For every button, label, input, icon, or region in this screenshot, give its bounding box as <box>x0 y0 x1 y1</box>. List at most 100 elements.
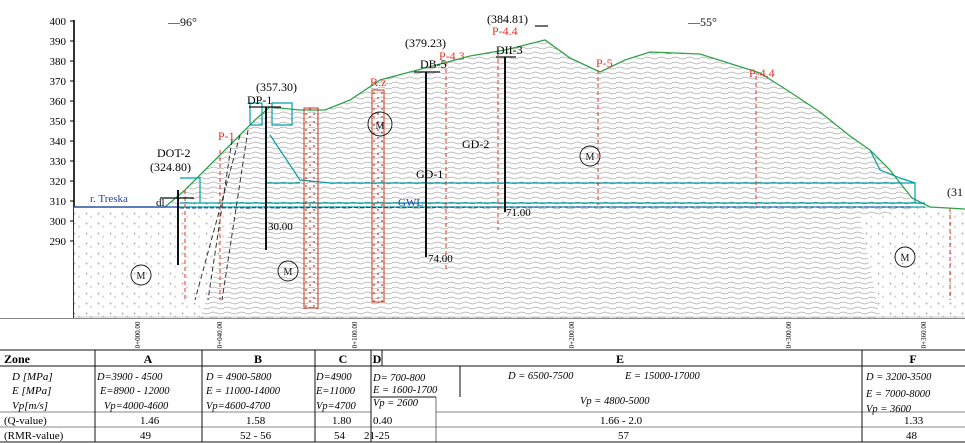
dot2-name: DOT-2 <box>157 146 191 160</box>
seismic-profiles <box>184 52 951 300</box>
elevation-tick-label: 320 <box>50 176 67 188</box>
elevation-tick-label: 330 <box>50 156 67 168</box>
ground-surface <box>74 39 965 210</box>
elevation-tick-label: 340 <box>50 136 67 148</box>
station-3: 0+100.00 <box>351 321 359 348</box>
elevation-tick-label: 390 <box>50 36 67 48</box>
rock-parameter-table: 0+000.00 0+040.00 0+100.00 0+200.00 0+30… <box>0 318 965 443</box>
row-label-d: D [MPa] <box>11 371 53 383</box>
profile-p43-label: P-4.3 <box>439 49 465 63</box>
m-marker-5: M <box>901 253 910 264</box>
elevation-tick-label: 380 <box>50 56 67 68</box>
geological-cross-section: + ^ 400390380370360350340330320310300290… <box>50 12 965 318</box>
crushed-zone-d <box>371 89 385 303</box>
gwl-label: GWL <box>398 197 423 209</box>
zone-c-d: D=4900 <box>315 372 352 383</box>
zone-a-q: 1.46 <box>140 415 160 427</box>
station-2: 0+040.00 <box>216 321 224 348</box>
rock-mass-body <box>74 40 965 318</box>
zone-f-e: E = 7000-8000 <box>865 389 931 400</box>
dii3-elev: (384.81) <box>487 12 528 26</box>
gd1-label: GD-1 <box>416 167 443 181</box>
elevation-axis-labels: 400 390 380 370 360 350 340 330 320 310 300 290 <box>50 16 67 248</box>
m-marker-1: M <box>137 271 146 282</box>
zone-b-vp: Vp=4600-4700 <box>206 401 271 412</box>
zone-f-header: F <box>909 352 916 366</box>
zone-d-rmr: 21-25 <box>364 430 390 442</box>
zone-c-header: C <box>339 352 348 366</box>
zone-e-rmr: 57 <box>618 430 630 442</box>
zone-e-q: 1.66 - 2.0 <box>600 415 643 427</box>
boreholes <box>177 57 506 265</box>
elevation-axis-ticks <box>70 20 74 242</box>
stations-strip: 0+000.00 0+040.00 0+100.00 0+200.00 0+30… <box>0 318 965 348</box>
right-edge-elev: (31 <box>947 185 963 199</box>
zone-b-q: 1.58 <box>246 415 266 427</box>
dp1-depth: 30.00 <box>268 221 293 233</box>
zone-d-header: D <box>373 352 382 366</box>
station-5: 0+300.00 <box>785 321 793 348</box>
zone-a-rmr: 49 <box>140 430 152 442</box>
zone-f-d: D = 3200-3500 <box>865 372 932 383</box>
zone-f-rmr: 48 <box>906 430 918 442</box>
elevation-tick-label: 400 <box>50 16 67 28</box>
dp1-name: DP-1 <box>247 93 272 107</box>
zone-b-rmr: 52 - 56 <box>240 430 272 442</box>
zone-e-vp: Vp = 4800-5000 <box>580 396 650 407</box>
db5-name: DB-5 <box>420 57 447 71</box>
zone-d-q: 0.40 <box>373 415 393 427</box>
m-marker-3: M <box>376 121 385 132</box>
row-label-vp: Vp[m/s] <box>12 400 48 412</box>
zone-d-e: E = 1600-1700 <box>372 385 438 396</box>
zone-a-vp: Vp=4000-4600 <box>104 401 169 412</box>
station-6: 0+360.00 <box>920 321 928 348</box>
m-marker-4: M <box>586 152 595 163</box>
zone-e-e: E = 15000-17000 <box>624 371 700 382</box>
zone-f-q: 1.33 <box>904 415 924 427</box>
zone-e-header: E <box>616 352 624 366</box>
profile-p1-label: P-1 <box>218 129 235 143</box>
dot2-elev: (324.80) <box>150 160 191 174</box>
station-4: 0+200.00 <box>568 321 576 348</box>
row-label-rmr: (RMR-value) <box>4 430 64 442</box>
elevation-tick-label: 360 <box>50 96 67 108</box>
m-marker-2: M <box>284 267 293 278</box>
elevation-tick-label: 310 <box>50 196 67 208</box>
dip-left-label: —96° <box>167 15 197 29</box>
station-1: 0+000.00 <box>134 321 142 348</box>
row-label-e: E [MPa] <box>11 385 51 397</box>
zone-d-vp: Vp = 2600 <box>373 398 419 409</box>
zone-a-d: D=3900 - 4500 <box>96 372 163 383</box>
zone-b-d: D = 4900-5800 <box>205 372 272 383</box>
profile-p5-label: P-5 <box>596 56 613 70</box>
dii3-name: DII-3 <box>496 43 523 57</box>
dp1-elev: (357.30) <box>256 80 297 94</box>
river-label: r. Treska <box>90 193 128 205</box>
zone-header: Zone <box>4 352 31 366</box>
profile-rz-label: R.z <box>370 75 386 89</box>
profile-p44-right-label: P-4.4 <box>749 66 775 80</box>
db5-depth: 74.00 <box>428 253 453 265</box>
zone-c-vp: Vp=4700 <box>316 401 356 412</box>
elevation-tick-label: 370 <box>50 76 67 88</box>
elevation-tick-label: 350 <box>50 116 67 128</box>
zone-e-d: D = 6500-7500 <box>507 371 574 382</box>
zone-a-header: A <box>144 352 153 366</box>
crushed-zone-c <box>303 107 319 309</box>
profile-p44-top-label: P-4.4 <box>492 24 518 38</box>
zone-a-e: E=8900 - 12000 <box>99 386 170 397</box>
elevation-tick-label: 300 <box>50 216 67 228</box>
gd2-label: GD-2 <box>462 137 489 151</box>
dl-label: dl <box>156 197 165 209</box>
db5-elev: (379.23) <box>405 36 446 50</box>
zone-c-rmr: 54 <box>334 430 346 442</box>
elevation-tick-label: 290 <box>50 236 67 248</box>
zone-f-vp: Vp = 3600 <box>866 404 912 415</box>
zone-b-e: E = 11000-14000 <box>205 386 281 397</box>
zone-d-d: D= 700-800 <box>372 373 426 384</box>
rock-type-markers <box>130 111 916 286</box>
dip-right-label: —55° <box>687 15 717 29</box>
dii3-depth: 71.00 <box>506 207 531 219</box>
zone-b-header: B <box>254 352 262 366</box>
row-label-q: (Q-value) <box>4 415 47 427</box>
